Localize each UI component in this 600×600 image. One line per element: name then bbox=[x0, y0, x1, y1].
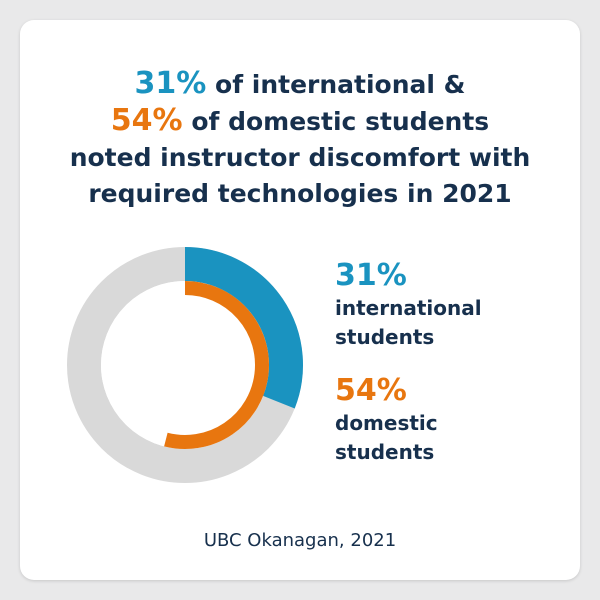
headline-intl-pct: 31% bbox=[134, 66, 207, 101]
donut-chart bbox=[67, 247, 303, 483]
headline-line-2: 54% of domestic students bbox=[0, 103, 600, 140]
arc-international bbox=[184, 247, 303, 409]
headline-dom-text: of domestic students bbox=[182, 107, 490, 136]
legend-intl-pct: 31% bbox=[335, 258, 407, 293]
headline: 31% of international & 54% of domestic s… bbox=[0, 66, 600, 212]
legend-dom-pct: 54% bbox=[335, 373, 407, 408]
legend-domestic: 54% domestic students bbox=[335, 373, 515, 467]
headline-intl-text: of international & bbox=[206, 70, 466, 99]
headline-line-1: 31% of international & bbox=[0, 66, 600, 103]
headline-line-4: required technologies in 2021 bbox=[88, 179, 512, 208]
legend-international: 31% international students bbox=[335, 258, 515, 352]
headline-line-3: noted instructor discomfort with bbox=[69, 143, 531, 172]
legend-dom-label: domestic students bbox=[335, 411, 438, 464]
headline-dom-pct: 54% bbox=[110, 103, 183, 138]
legend-intl-label: international students bbox=[335, 296, 482, 349]
arc-domestic bbox=[164, 281, 269, 449]
source-caption: UBC Okanagan, 2021 bbox=[203, 530, 397, 551]
